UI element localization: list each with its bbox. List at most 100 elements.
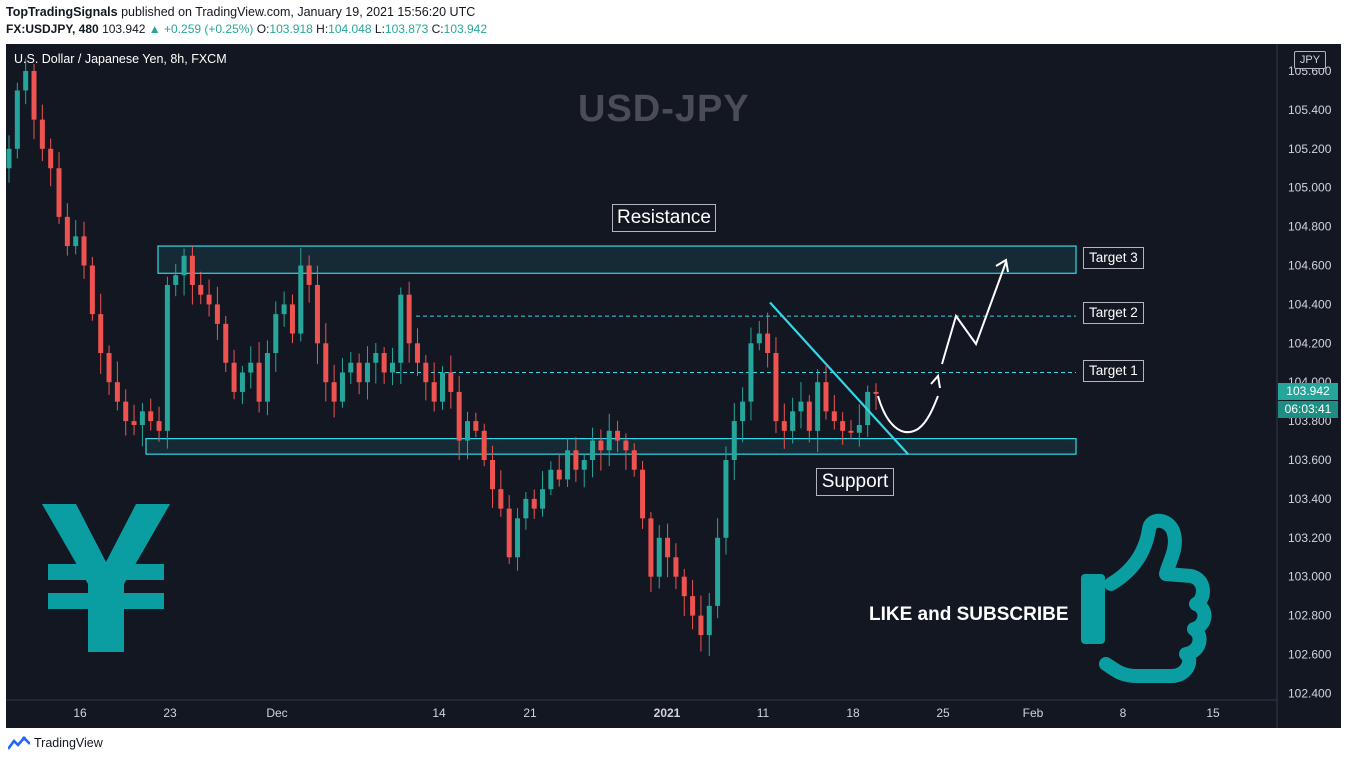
x-tick-label: 8 bbox=[1120, 706, 1127, 720]
resistance-zone[interactable] bbox=[157, 245, 1077, 274]
target-2-label: Target 2 bbox=[1083, 302, 1144, 324]
x-tick-label: 21 bbox=[523, 706, 537, 720]
projection-curve bbox=[877, 395, 939, 434]
chart-pane[interactable]: 105.600 105.400 105.200 105.000 104.800 104.6… bbox=[6, 44, 1341, 728]
candle-body bbox=[473, 421, 479, 431]
y-tick-label: 103.400 bbox=[1288, 492, 1332, 506]
candle-body bbox=[465, 421, 471, 441]
candle-body bbox=[690, 596, 696, 616]
projection-arrowhead-1 bbox=[930, 373, 941, 389]
candle-body bbox=[531, 498, 537, 509]
candle-body bbox=[323, 343, 329, 383]
candle-body bbox=[490, 460, 496, 490]
candle-body bbox=[590, 440, 596, 460]
candle-body bbox=[698, 615, 704, 636]
candle-body bbox=[348, 362, 354, 373]
x-tick-label: 18 bbox=[846, 706, 860, 720]
currency-label[interactable]: JPY bbox=[1294, 51, 1326, 69]
candle-body bbox=[23, 71, 29, 91]
candle-body bbox=[481, 430, 487, 460]
high-label: H: bbox=[316, 22, 329, 36]
candle-body bbox=[39, 119, 45, 149]
candle-body bbox=[81, 236, 87, 266]
candle-body bbox=[840, 421, 846, 431]
candle-body bbox=[456, 391, 462, 441]
candle-body bbox=[356, 362, 362, 383]
candle-body bbox=[598, 440, 604, 451]
candle-body bbox=[414, 343, 420, 363]
candle-body bbox=[131, 421, 137, 425]
candle-body bbox=[448, 372, 454, 392]
candle-body bbox=[214, 304, 220, 324]
candle-body bbox=[164, 284, 170, 431]
like-subscribe-text: LIKE and SUBSCRIBE bbox=[869, 604, 1069, 625]
candle-body bbox=[314, 284, 320, 344]
thumbs-up-icon bbox=[1081, 513, 1212, 683]
candle-body bbox=[364, 362, 370, 383]
candle-body bbox=[98, 314, 104, 354]
candle-body bbox=[631, 450, 637, 470]
candle-body bbox=[48, 148, 54, 169]
tradingview-footer[interactable]: TradingView bbox=[8, 736, 103, 750]
candle-body bbox=[581, 460, 587, 470]
y-tick-label: 104.200 bbox=[1288, 336, 1332, 350]
candle-body bbox=[281, 304, 287, 315]
candle-body bbox=[540, 489, 546, 509]
candlestick-chart[interactable]: 105.600105.400105.200105.000104.800104.6… bbox=[6, 44, 1341, 728]
candle-body bbox=[64, 216, 70, 247]
candle-body bbox=[156, 421, 162, 431]
candle-body bbox=[389, 362, 395, 373]
candle-body bbox=[665, 537, 671, 558]
candle-body bbox=[6, 148, 12, 169]
candle-body bbox=[615, 430, 621, 441]
x-tick-label: 2021 bbox=[654, 706, 681, 720]
ohlc-legend: FX:USDJPY, 480 103.942 ▲ +0.259 (+0.25%)… bbox=[6, 22, 487, 36]
candle-body bbox=[73, 236, 79, 247]
candle-body bbox=[640, 469, 646, 519]
x-tick-label: 16 bbox=[73, 706, 87, 720]
candle-body bbox=[56, 168, 62, 217]
candle-body bbox=[431, 382, 437, 402]
candle-body bbox=[548, 469, 554, 490]
candle-body bbox=[423, 362, 429, 383]
candle-body bbox=[681, 576, 687, 597]
candle-body bbox=[706, 605, 712, 636]
candle-body bbox=[731, 421, 737, 460]
support-label: Support bbox=[816, 468, 894, 496]
candle-body bbox=[273, 314, 279, 354]
candle-body bbox=[790, 411, 796, 431]
descending-trendline[interactable] bbox=[769, 301, 909, 455]
low-label: L: bbox=[374, 22, 385, 36]
x-tick-label: 15 bbox=[1206, 706, 1220, 720]
y-tick-label: 103.000 bbox=[1288, 570, 1332, 584]
candle-body bbox=[89, 265, 95, 315]
candle-body bbox=[139, 411, 145, 425]
candle-body bbox=[256, 362, 262, 402]
candle-body bbox=[723, 460, 729, 538]
x-tick-label: Feb bbox=[1023, 706, 1044, 720]
y-tick-label: 102.800 bbox=[1288, 609, 1332, 623]
candle-body bbox=[339, 372, 345, 402]
candle-body bbox=[123, 401, 129, 422]
publisher-name[interactable]: TopTradingSignals bbox=[6, 5, 118, 19]
candle-body bbox=[781, 421, 787, 431]
candle-body bbox=[440, 372, 445, 402]
x-tick-label: 14 bbox=[432, 706, 446, 720]
candle-body bbox=[823, 382, 829, 412]
y-tick-label: 105.000 bbox=[1288, 181, 1332, 195]
y-tick-label: 105.200 bbox=[1288, 142, 1332, 156]
candle-body bbox=[873, 391, 879, 394]
last-price-tag: 103.942 bbox=[1278, 383, 1338, 400]
candle-body bbox=[565, 450, 571, 480]
target-1-label: Target 1 bbox=[1083, 360, 1144, 382]
candle-body bbox=[114, 382, 120, 402]
candle-body bbox=[331, 382, 337, 402]
countdown-tag: 06:03:41 bbox=[1278, 401, 1338, 418]
x-tick-label: 25 bbox=[936, 706, 950, 720]
candle-body bbox=[506, 508, 512, 558]
candle-body bbox=[623, 440, 629, 451]
y-tick-label: 105.400 bbox=[1288, 103, 1332, 117]
candle-body bbox=[806, 401, 812, 431]
watermark-title: USD-JPY bbox=[578, 88, 750, 130]
y-tick-label: 103.200 bbox=[1288, 531, 1332, 545]
